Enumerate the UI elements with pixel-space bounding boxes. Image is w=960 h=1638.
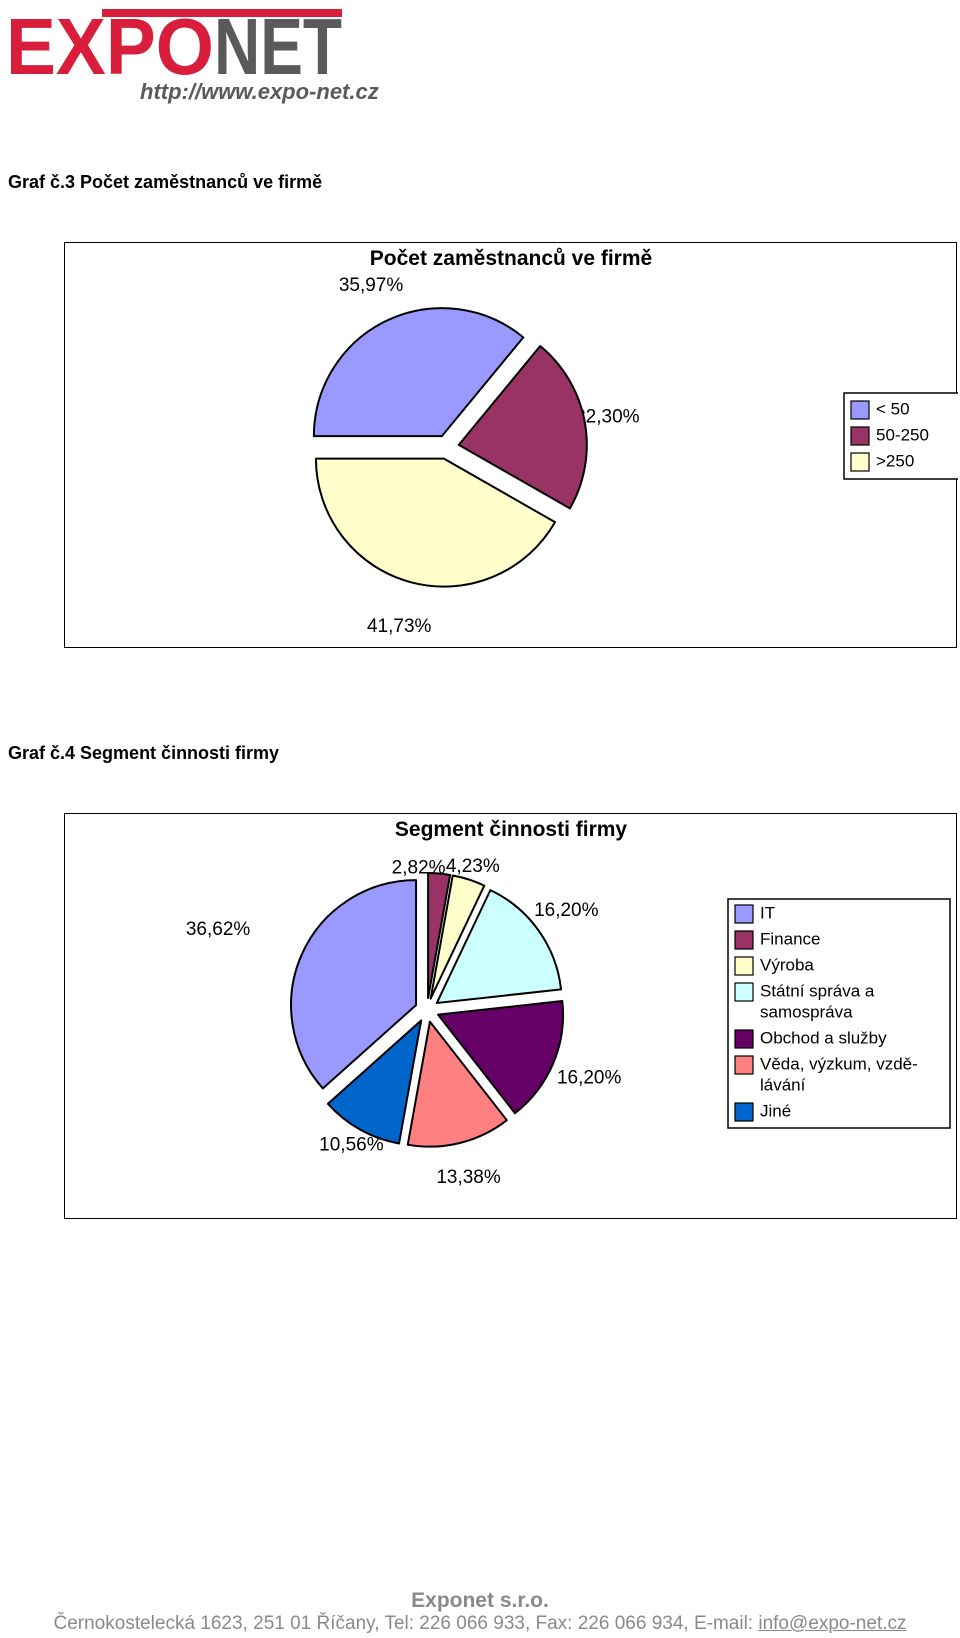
legend-label: Finance	[760, 929, 820, 948]
figure-caption-employees: Graf č.3 Počet zaměstnanců ve firmě	[8, 172, 323, 192]
legend-label: 50-250	[876, 425, 929, 444]
chart-title: Segment činnosti firmy	[395, 818, 628, 841]
pie-slice-veda-vyzkum-vzdelavani	[406, 1020, 508, 1148]
legend-swatch	[850, 426, 870, 446]
data-label-50-250: 22,30%	[575, 407, 640, 428]
data-label-it: 36,62%	[186, 919, 251, 940]
legend-label: Státní správa a	[760, 981, 875, 1000]
data-label-obchod-a-sluzby: 16,20%	[557, 1067, 622, 1088]
pie-slice-finance	[427, 872, 452, 1000]
legend-label: Věda, výzkum, vzdě-	[760, 1054, 918, 1073]
footer-company: Exponet s.r.o.	[411, 1589, 549, 1612]
pie-slice-it	[290, 879, 418, 1090]
pie-slice-jine	[326, 1019, 423, 1145]
legend-swatch	[734, 982, 754, 1002]
logo-url: http://www.expo-net.cz	[140, 79, 379, 104]
footer-email-link[interactable]: info@expo-net.cz	[758, 1613, 907, 1634]
exponet-logo: EXPO NET http://www.expo-net.cz	[6, 4, 379, 104]
legend-swatch	[734, 904, 754, 924]
legend-frame	[727, 898, 951, 1129]
legend-label: < 50	[876, 399, 910, 418]
legend-item-vyroba: Výroba	[734, 955, 814, 976]
pie-slice-vyroba	[429, 874, 486, 1000]
legend-swatch	[850, 400, 870, 420]
legend-item-finance: Finance	[734, 929, 820, 950]
data-label-250: 41,73%	[367, 616, 432, 637]
data-labels: 36,62%2,82% 4,23%16,20%16,20%13,38%10,56%	[186, 856, 622, 1188]
legend-swatch	[734, 1102, 754, 1122]
legend-swatch	[734, 1029, 754, 1049]
legend-item-obchod-a-sluzby: Obchod a služby	[734, 1028, 887, 1049]
chart-legend: < 50 50-250 >250	[843, 392, 958, 480]
legend-swatch	[734, 930, 754, 950]
legend-label: lávání	[760, 1075, 806, 1094]
data-label-veda-vyzkum-vzdelavani: 13,38%	[436, 1167, 501, 1188]
legend-swatch	[850, 452, 870, 472]
pie-slice-50	[312, 307, 525, 438]
legend-label: Výroba	[760, 955, 814, 974]
pie-slice-obchod-a-sluzby	[437, 999, 564, 1115]
employees-pie-chart: Počet zaměstnanců ve firmě 35,97% 22,30% 41…	[312, 247, 958, 637]
legend-item-50: < 50	[850, 399, 910, 420]
segment-chart: Segment činnosti firmy 36,62% 2,82% 4,23% 16…	[64, 813, 957, 1219]
footer-address: Černokostelecká 1623, 251 01 Říčany, Tel…	[0, 1613, 960, 1635]
logo-wordmark-expo: EXPO	[6, 4, 214, 91]
legend-label: Jiné	[760, 1101, 791, 1120]
data-label-statni-sprava-a-samosprava: 16,20%	[534, 900, 599, 921]
pie-slice-50-250	[457, 345, 588, 510]
figure-caption-segment: Graf č.4 Segment činnosti firmy	[8, 743, 280, 763]
data-label-jine: 10,56%	[319, 1134, 384, 1155]
legend-swatch	[734, 956, 754, 976]
data-labels: 35,97% 22,30% 41,73%	[339, 275, 640, 637]
chart-title: Počet zaměstnanců ve firmě	[370, 247, 652, 270]
data-label-50: 35,97%	[339, 275, 404, 296]
chart-legend: IT Finance Výroba Státní správa a samospráva…	[727, 898, 951, 1129]
employees-chart: Počet zaměstnanců ve firmě 35,97% 22,30% 41…	[64, 242, 958, 648]
data-label-vyroba: 4,23%	[446, 856, 500, 877]
legend-label: IT	[760, 903, 775, 922]
legend-label: >250	[876, 451, 914, 470]
legend-item-250: >250	[850, 451, 914, 472]
legend-label: samospráva	[760, 1002, 853, 1021]
logo-wordmark-net: NET	[214, 4, 342, 91]
pie-slice-statni-sprava-a-samosprava	[435, 889, 563, 1005]
pie-slice-250	[314, 457, 557, 588]
footer-address-text: Černokostelecká 1623, 251 01 Říčany, Tel…	[53, 1613, 759, 1634]
logo-red-bar	[102, 9, 342, 17]
legend-item-50-250: 50-250	[850, 425, 929, 446]
legend-item-statni-sprava-a-samosprava: Státní správa a samospráva	[734, 981, 875, 1021]
legend-item-jine: Jiné	[734, 1101, 791, 1122]
legend-item-it: IT	[734, 903, 775, 924]
legend-swatch	[734, 1055, 754, 1075]
legend-label: Obchod a služby	[760, 1028, 887, 1047]
legend-item-veda-vyzkum-vzdelavani: Věda, výzkum, vzdě-lávání	[734, 1054, 918, 1094]
